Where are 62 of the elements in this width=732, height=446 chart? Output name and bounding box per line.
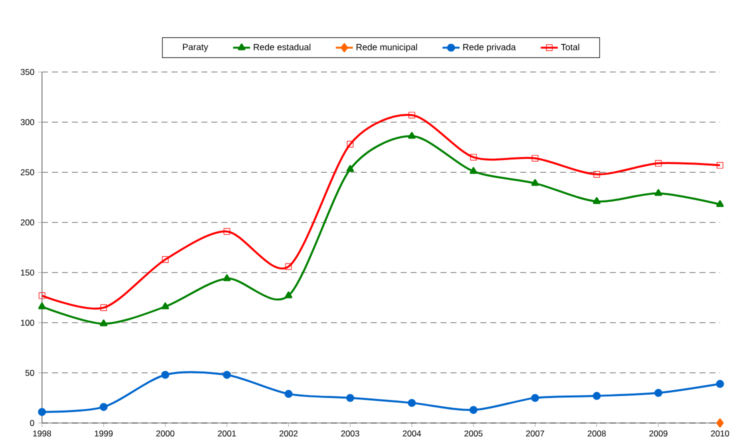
y-tick-label: 150 <box>21 270 34 276</box>
point <box>654 189 662 196</box>
point <box>469 406 478 414</box>
point <box>408 112 416 118</box>
point <box>655 160 662 167</box>
point <box>716 200 724 207</box>
point <box>408 132 416 139</box>
x-tick-label: 2005 <box>464 430 483 436</box>
legend-label: Total <box>560 44 580 50</box>
point <box>284 390 293 398</box>
legend-label: Rede municipal <box>356 44 418 52</box>
legend-label: Rede privada <box>463 44 516 52</box>
legend-title: Paraty <box>183 44 208 52</box>
point <box>100 320 108 326</box>
y-tick-label: 350 <box>20 69 34 75</box>
x-tick-label: 2010 <box>711 430 730 436</box>
point <box>716 380 724 388</box>
x-tick-label: 2000 <box>156 430 174 436</box>
x-tick-label: 1998 <box>33 430 52 436</box>
point <box>100 304 107 311</box>
point <box>531 394 540 402</box>
point <box>161 370 170 379</box>
point <box>593 171 600 178</box>
point <box>346 394 354 402</box>
y-tick-label: 100 <box>21 320 34 326</box>
point <box>532 154 538 162</box>
y-tick-label: 300 <box>20 119 34 126</box>
legend-label: Rede estadual <box>254 44 310 50</box>
point <box>346 140 354 148</box>
x-tick-label: 2004 <box>402 430 421 436</box>
point <box>716 162 724 169</box>
point <box>654 388 662 397</box>
point <box>38 408 46 416</box>
point <box>716 418 724 428</box>
point <box>285 263 292 270</box>
point <box>592 392 601 400</box>
point <box>470 154 477 161</box>
y-tick-label: 250 <box>20 169 34 176</box>
point <box>470 167 478 174</box>
point <box>223 274 231 282</box>
x-tick-label: 2007 <box>526 430 544 436</box>
y-tick-label: 0 <box>30 420 34 426</box>
x-tick-label: 2003 <box>341 430 360 436</box>
y-tick-label: 50 <box>25 370 34 376</box>
x-tick-label: 1999 <box>94 430 113 436</box>
x-tick-label: 2001 <box>218 430 236 436</box>
point <box>224 228 230 235</box>
point <box>284 291 292 298</box>
point <box>346 165 354 172</box>
point <box>592 197 600 204</box>
point <box>222 370 231 379</box>
y-tick-label: 200 <box>20 219 34 226</box>
x-tick-label: 2009 <box>649 430 668 436</box>
point <box>38 302 46 310</box>
point <box>38 292 46 299</box>
point <box>408 398 416 407</box>
point <box>162 256 169 263</box>
x-tick-label: 2008 <box>588 430 606 436</box>
point <box>100 402 108 411</box>
point <box>531 179 539 186</box>
x-tick-label: 2002 <box>280 430 298 436</box>
point <box>162 302 170 310</box>
